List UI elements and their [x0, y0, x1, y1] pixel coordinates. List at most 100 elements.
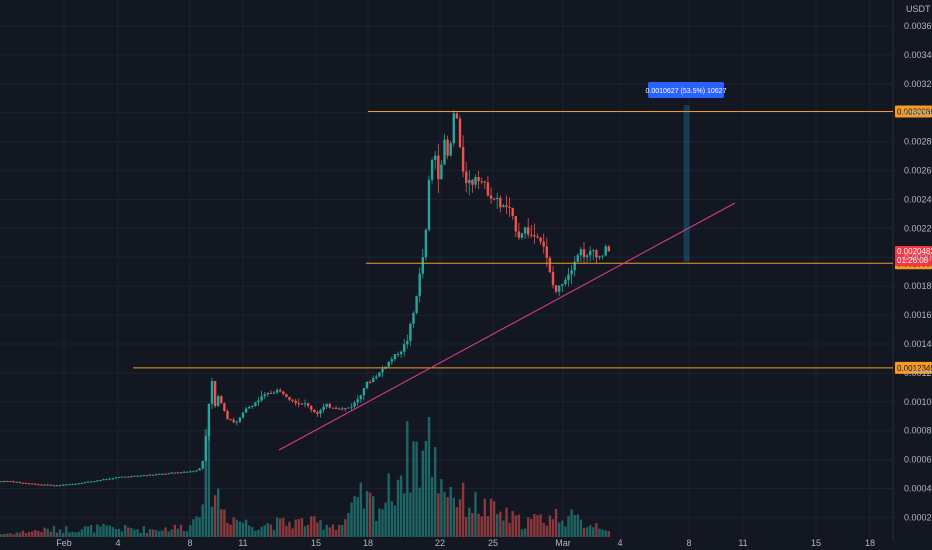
candle-body [182, 471, 186, 473]
candle-body [545, 246, 548, 258]
volume-bar [86, 526, 90, 537]
candle-body [570, 270, 573, 275]
volume-bar [496, 513, 499, 537]
volume-bar [173, 524, 176, 537]
volume-bar [133, 529, 136, 537]
volume-bar [561, 520, 564, 537]
volume-bar [558, 522, 561, 537]
candle-body [120, 476, 124, 478]
candle-body [523, 227, 527, 234]
candle-body [536, 236, 539, 238]
price-projection[interactable]: 0.0010627 (53.5%) 10627 [646, 82, 727, 262]
volume-bar [427, 417, 431, 537]
volume-bar [46, 528, 49, 537]
horizontal-levels[interactable]: 0.00300860.00195870.00123450.002048301:2… [133, 105, 932, 374]
volume-bar [344, 519, 347, 537]
candle-body [285, 394, 288, 397]
volume-bar [40, 532, 43, 537]
y-tick-label: 0.0008000 [904, 426, 932, 436]
candle-body [316, 411, 319, 414]
candle-body [27, 483, 31, 485]
volume-bar [554, 508, 558, 537]
y-tick-label: 0.0020000 [904, 252, 932, 262]
volume-bar [55, 532, 59, 537]
volume-bar [108, 525, 111, 537]
time-axis[interactable]: Feb 4 8 11 15 18 22 25 Mar 4 8 11 15 18 [56, 538, 875, 548]
volume-bar [406, 421, 409, 537]
volume-bar [523, 528, 527, 537]
volume-bar [440, 479, 443, 537]
trendline[interactable] [278, 202, 736, 451]
candle-body [558, 285, 561, 292]
projection-range[interactable] [683, 105, 690, 262]
candle-body [102, 479, 105, 481]
price-axis[interactable]: 0.0002000 0.0004000 0.0006000 0.0008000 0.00… [904, 21, 932, 522]
candle-body [461, 147, 465, 172]
volume-bar [263, 525, 266, 537]
candle-body [117, 477, 121, 479]
candle-body [452, 113, 455, 144]
candle-body [21, 482, 25, 484]
volume-bar [517, 514, 521, 537]
volume-bar [365, 491, 369, 537]
candle-body [511, 207, 514, 216]
candle-body [325, 403, 328, 407]
candle-body [514, 215, 517, 232]
volume-bar [306, 524, 310, 537]
y-tick-label: 0.0022000 [904, 223, 932, 233]
volume-bar [232, 517, 235, 537]
candle-body [55, 485, 59, 487]
volume-bar [502, 520, 505, 537]
candle-body [350, 406, 353, 408]
volume-bar [291, 528, 294, 537]
candle-body [356, 399, 359, 403]
x-tick-label: 4 [115, 538, 120, 548]
volume-bar [158, 531, 161, 537]
candle-body [241, 412, 245, 418]
volume-bar [319, 520, 322, 537]
candle-body [344, 408, 347, 410]
candle-body [480, 181, 483, 183]
candle-body [424, 229, 428, 258]
x-tick-label: 11 [738, 538, 747, 548]
volume-bar [71, 531, 74, 537]
candle-body [83, 482, 87, 484]
ascending-trendline[interactable] [278, 202, 736, 451]
candle-body [548, 257, 552, 273]
x-tick-label: 4 [617, 538, 622, 548]
candle-body [297, 403, 300, 405]
volume-bar [235, 519, 238, 537]
candle-body [0, 481, 3, 483]
volume-bar [182, 531, 186, 537]
volume-bar [12, 534, 15, 537]
volume-bar [328, 527, 331, 537]
candle-body [418, 273, 421, 297]
candle-body [406, 340, 409, 345]
x-tick-label: Mar [555, 538, 571, 548]
volume-bar [170, 529, 173, 537]
candle-body [551, 272, 555, 286]
x-tick-label: 15 [811, 538, 821, 548]
candle-body [167, 473, 170, 475]
candle-body [136, 475, 139, 477]
volume-bar [21, 530, 25, 537]
volume-bar [260, 526, 263, 537]
volume-bar [58, 529, 62, 537]
candle-body [294, 400, 297, 404]
candle-body [6, 481, 9, 483]
candle-body [434, 155, 437, 160]
candle-body [303, 403, 307, 405]
candle-body [337, 408, 341, 410]
y-tick-label: 0.0030000 [904, 108, 932, 118]
volume-bar [136, 529, 139, 537]
candle-body [412, 312, 415, 324]
candle-body [300, 403, 304, 405]
x-tick-label: 18 [865, 538, 875, 548]
candle-body [502, 205, 505, 208]
volume-bar [89, 524, 93, 537]
volume-bar [486, 516, 490, 537]
candle-body [186, 471, 189, 473]
volume-bar [207, 426, 211, 537]
